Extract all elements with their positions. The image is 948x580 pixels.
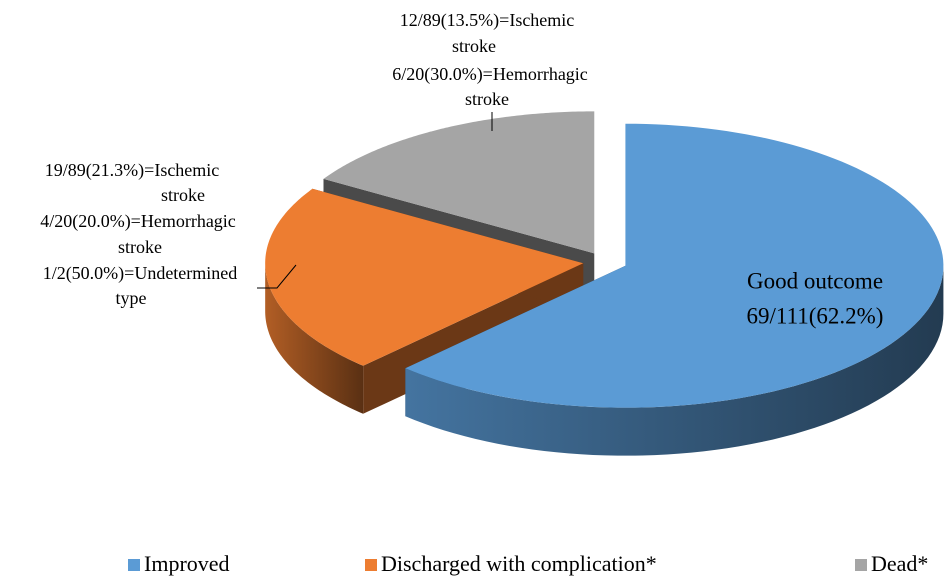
legend-swatch [128,559,140,571]
slice-label: 12/89(13.5%)=Ischemic [400,10,575,31]
leader-line [257,264,297,289]
pie [265,111,944,456]
slice-label: stroke [452,36,496,56]
slice [405,123,944,456]
slice-rim [265,263,364,414]
slice-label: 19/89(21.3%)=Ischemic [45,160,220,181]
legend-label: Dead* [871,551,928,576]
slice-top [323,111,595,254]
slice-label: 1/2(50.0%)=Undetermined [43,263,238,284]
slice-label: stroke [465,89,509,109]
slice-label: stroke [161,185,205,205]
slice-label: 6/20(30.0%)=Hemorrhagic [392,64,588,85]
legend-swatch [365,559,377,571]
legend-swatch [855,559,867,571]
slice-label: 4/20(20.0%)=Hemorrhagic [40,211,236,232]
legend-label: Discharged with complication* [381,551,657,576]
slice-label: 69/111(62.2%) [747,303,884,328]
legend: Improved Discharged with complication* Dea… [128,551,928,576]
slice-label: Good outcome [747,268,883,293]
slice-rim [405,265,944,456]
slice-top [265,188,584,366]
legend-label: Improved [144,551,230,576]
slice-label: type [116,288,147,308]
slice-label: stroke [118,237,162,257]
slice-top [405,123,944,408]
